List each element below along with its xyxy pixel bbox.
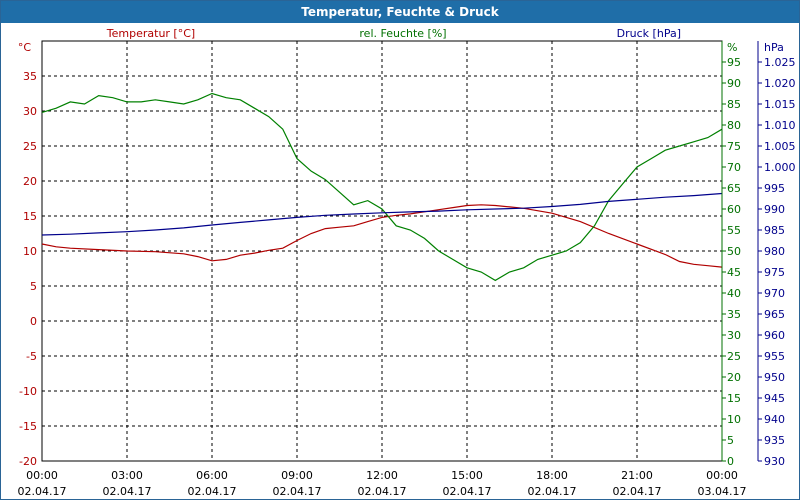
humidity-tick-label: 55 (727, 224, 741, 237)
pressure-tick-label: 1.005 (764, 140, 796, 153)
x-tick-time: 00:00 (26, 469, 58, 482)
pressure-tick-label: 1.015 (764, 98, 796, 111)
chart-canvas: Temperatur [°C] rel. Feuchte [%] Druck [… (18, 27, 796, 498)
humidity-tick-label: 65 (727, 182, 741, 195)
temperature-tick-label: 20 (23, 175, 37, 188)
pressure-tick-label: 950 (764, 371, 785, 384)
humidity-tick-label: 15 (727, 392, 741, 405)
temperature-tick-label: 0 (30, 315, 37, 328)
x-tick-date: 02.04.17 (273, 485, 322, 498)
x-tick-date: 02.04.17 (188, 485, 237, 498)
humidity-tick-label: 90 (727, 77, 741, 90)
pressure-tick-label: 960 (764, 329, 785, 342)
pressure-tick-label: 945 (764, 392, 785, 405)
series-line-pressure (41, 192, 723, 236)
x-tick-date: 02.04.17 (358, 485, 407, 498)
x-tick-date: 02.04.17 (613, 485, 662, 498)
temperature-tick-label: 15 (23, 210, 37, 223)
pressure-tick-label: 1.000 (764, 161, 796, 174)
temperature-axis-title: Temperatur [°C] (106, 27, 195, 40)
temperature-tick-label: 5 (30, 280, 37, 293)
x-tick-date: 02.04.17 (18, 485, 67, 498)
humidity-unit-label: % (727, 41, 737, 54)
pressure-tick-label: 975 (764, 266, 785, 279)
x-tick-date: 02.04.17 (443, 485, 492, 498)
x-tick-time: 12:00 (366, 469, 398, 482)
humidity-tick-label: 20 (727, 371, 741, 384)
pressure-unit-label: hPa (764, 41, 784, 54)
series-line-temperature (41, 204, 723, 268)
pressure-tick-label: 930 (764, 455, 785, 468)
temperature-tick-label: 25 (23, 140, 37, 153)
humidity-tick-label: 95 (727, 56, 741, 69)
humidity-tick-label: 50 (727, 245, 741, 258)
x-tick-date: 02.04.17 (103, 485, 152, 498)
pressure-tick-label: 955 (764, 350, 785, 363)
pressure-axis-title: Druck [hPa] (617, 27, 681, 40)
pressure-tick-label: 970 (764, 287, 785, 300)
pressure-tick-label: 985 (764, 224, 785, 237)
temperature-tick-label: -5 (26, 350, 37, 363)
humidity-tick-label: 0 (727, 455, 734, 468)
humidity-tick-label: 45 (727, 266, 741, 279)
pressure-tick-label: 995 (764, 182, 785, 195)
x-tick-time: 00:00 (706, 469, 738, 482)
pressure-tick-label: 1.020 (764, 77, 796, 90)
x-tick-time: 15:00 (451, 469, 483, 482)
x-tick-time: 18:00 (536, 469, 568, 482)
temperature-unit-label: °C (18, 41, 32, 54)
pressure-tick-label: 1.025 (764, 56, 796, 69)
temperature-tick-label: -10 (19, 385, 37, 398)
humidity-tick-label: 5 (727, 434, 734, 447)
pressure-tick-label: 990 (764, 203, 785, 216)
x-tick-date: 03.04.17 (698, 485, 747, 498)
humidity-tick-label: 80 (727, 119, 741, 132)
temperature-tick-label: 10 (23, 245, 37, 258)
humidity-tick-label: 30 (727, 329, 741, 342)
humidity-tick-label: 40 (727, 287, 741, 300)
humidity-tick-label: 85 (727, 98, 741, 111)
humidity-tick-label: 10 (727, 413, 741, 426)
humidity-tick-label: 60 (727, 203, 741, 216)
humidity-tick-label: 35 (727, 308, 741, 321)
window-title: Temperatur, Feuchte & Druck (1, 1, 799, 23)
pressure-tick-label: 940 (764, 413, 785, 426)
x-tick-time: 21:00 (621, 469, 653, 482)
temperature-tick-label: -20 (19, 455, 37, 468)
x-tick-time: 06:00 (196, 469, 228, 482)
pressure-tick-label: 1.010 (764, 119, 796, 132)
x-tick-time: 09:00 (281, 469, 313, 482)
humidity-tick-label: 25 (727, 350, 741, 363)
temperature-tick-label: 30 (23, 105, 37, 118)
temperature-tick-label: 35 (23, 70, 37, 83)
humidity-tick-label: 70 (727, 161, 741, 174)
series-line-humidity (41, 92, 723, 282)
pressure-tick-label: 965 (764, 308, 785, 321)
humidity-axis-title: rel. Feuchte [%] (359, 27, 446, 40)
pressure-tick-label: 935 (764, 434, 785, 447)
pressure-tick-label: 980 (764, 245, 785, 258)
x-tick-time: 03:00 (111, 469, 143, 482)
x-tick-date: 02.04.17 (528, 485, 577, 498)
temperature-tick-label: -15 (19, 420, 37, 433)
humidity-tick-label: 75 (727, 140, 741, 153)
